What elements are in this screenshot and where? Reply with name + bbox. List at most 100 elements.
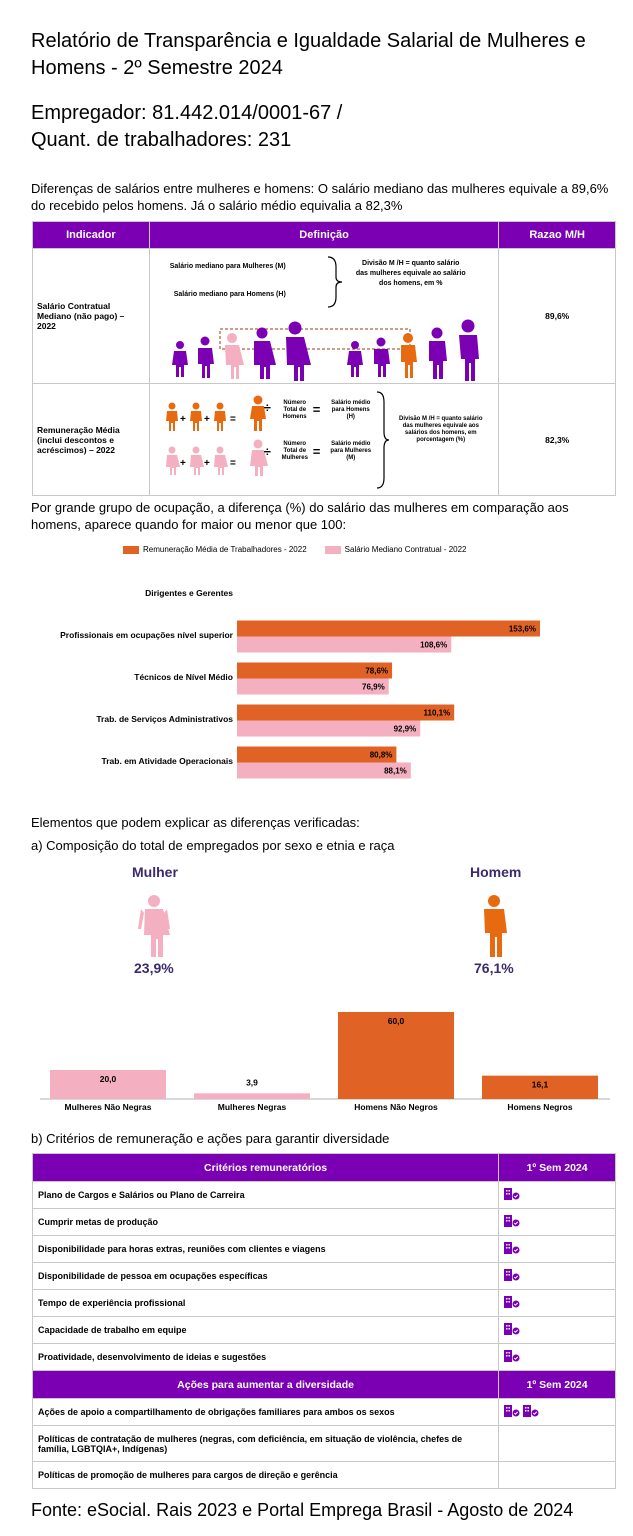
criteria-row: Tempo de experiência profissional [31, 1289, 616, 1317]
row-status [498, 1425, 616, 1462]
category-label: Mulheres Não Negras [65, 1102, 152, 1112]
woman-label: Mulher [132, 864, 178, 880]
building-check-icon [504, 1215, 520, 1227]
bar-median [237, 762, 411, 779]
occupation-intro: Por grande grupo de ocupação, a diferenç… [31, 500, 569, 532]
bar-value-label: 60,0 [388, 1016, 405, 1026]
bar-average [237, 746, 397, 763]
building-check-icon [504, 1269, 520, 1281]
criteria-row: Capacidade de trabalho em equipe [31, 1316, 616, 1344]
row-label: Cumprir metas de produção [31, 1208, 500, 1236]
occupation-bars: Dirigentes e Gerentes Profissionais em oc… [0, 540, 633, 800]
indicator-median: Salário Contratual Mediano (não pago) – … [32, 248, 150, 384]
category-label: Homens Negros [507, 1102, 572, 1112]
criteria-row: Plano de Cargos e Salários ou Plano de C… [31, 1181, 616, 1209]
row-status [498, 1316, 616, 1344]
indicator-table: Indicador Definição Razao M/H Salário Co… [32, 221, 616, 496]
indicator-average: Remuneração Média (inclui descontos e ac… [32, 383, 150, 496]
bar-value-label: 20,0 [100, 1074, 117, 1084]
bar-median [237, 678, 389, 695]
row-label: Ações de apoio a compartilhamento de obr… [31, 1398, 500, 1426]
criteria-title: b) Critérios de remuneração e ações para… [31, 1131, 390, 1146]
bar-average [237, 662, 393, 679]
bar-value-label: 76,9% [362, 683, 385, 692]
row-status [498, 1398, 616, 1426]
chart-legend: Remuneração Média de Trabalhadores - 202… [123, 545, 467, 554]
bar-value-label: 3,9 [246, 1077, 258, 1087]
row-label: Tempo de experiência profissional [31, 1289, 500, 1317]
brace-icon [327, 256, 342, 308]
num-women: Número Total de Mulheres [281, 441, 308, 461]
composition-title: a) Composição do total de empregados por… [31, 838, 395, 853]
category-label: Trab. em Atividade Operacionais [102, 756, 234, 766]
building-check-icon [504, 1405, 520, 1417]
building-check-icon [522, 1405, 539, 1417]
header-indicator: Indicador [32, 221, 150, 249]
action-row: Ações de apoio a compartilhamento de obr… [31, 1398, 616, 1426]
row-label: Disponibilidade de pessoa em ocupações e… [31, 1262, 500, 1290]
occupation-bar-svg: Dirigentes e Gerentes Profissionais em oc… [60, 588, 540, 779]
equals-icon: = [312, 402, 321, 417]
row-status [498, 1343, 616, 1371]
worker-count: Quant. de trabalhadores: 231 [31, 129, 292, 151]
legend-swatch-pink [324, 545, 341, 554]
category-label: Dirigentes e Gerentes [145, 588, 233, 598]
category-label: Profissionais em ocupações nível superio… [60, 630, 234, 640]
category-label: Homens Não Negros [354, 1102, 438, 1112]
woman-percentage: 23,9% [134, 960, 174, 976]
building-check-icon [504, 1323, 520, 1335]
building-check-icon [504, 1350, 520, 1362]
svg-text:+: + [204, 414, 210, 425]
category-label: Mulheres Negras [218, 1102, 287, 1112]
ethnicity-bar [482, 1075, 598, 1099]
avg-men: Salário médio para Homens (H) [331, 400, 371, 420]
source-note: Fonte: eSocial. Rais 2023 e Portal Empre… [31, 1500, 574, 1520]
bar-value-label: 108,6% [420, 641, 447, 650]
employer-id: Empregador: 81.442.014/0001-67 / [31, 102, 343, 124]
action-row: Políticas de promoção de mulheres para c… [31, 1461, 616, 1489]
row-label: Plano de Cargos e Salários ou Plano de C… [31, 1181, 500, 1209]
criteria-row: Disponibilidade para horas extras, reuni… [31, 1235, 616, 1263]
ratio-average: 82,3% [498, 383, 616, 496]
definition-median: Salário mediano para Mulheres (M) Salári… [148, 248, 500, 384]
avg-women: Salário médio para Mulheres (M) [330, 441, 372, 461]
category-label: Técnicos de Nível Médio [134, 672, 233, 682]
building-check-icon [504, 1242, 520, 1254]
intro-text: Diferenças de salários entre mulheres e … [31, 181, 609, 213]
def-women-median: Salário mediano para Mulheres (M) [169, 263, 286, 270]
action-row: Políticas de contratação de mulheres (ne… [31, 1425, 616, 1462]
header-semester-2: 1º Sem 2024 [498, 1370, 616, 1399]
row-status [498, 1262, 616, 1290]
bar-value-label: 153,6% [509, 625, 536, 634]
people-sum-illustration: + + = + + = [165, 395, 268, 476]
row-label: Proatividade, desenvolvimento de ideias … [31, 1343, 500, 1371]
svg-text:+: + [180, 414, 186, 425]
bar-value-label: 80,8% [370, 751, 393, 760]
divide-icon: ÷ [263, 400, 271, 415]
occupation-chart: Remuneração Média de Trabalhadores - 202… [0, 540, 633, 800]
row-status [498, 1289, 616, 1317]
row-label: Disponibilidade para horas extras, reuni… [31, 1235, 500, 1263]
elements-intro: Elementos que podem explicar as diferenç… [31, 815, 360, 830]
legend-swatch-orange [123, 545, 139, 554]
definition-average: + + = + + = ÷ Número Total de Homens = Salár… [148, 383, 500, 496]
svg-text:=: = [230, 458, 236, 469]
def-division-median: Divisão M /H = quanto salário das mulher… [355, 260, 466, 287]
row-label: Políticas de promoção de mulheres para c… [31, 1461, 500, 1489]
legend-label-1: Remuneração Média de Trabalhadores - 202… [143, 545, 307, 554]
report-title: Relatório de Transparência e Igualdade S… [31, 30, 586, 79]
header-actions: Ações para aumentar a diversidade [31, 1370, 500, 1399]
woman-icon [138, 895, 170, 957]
bar-value-label: 110,1% [423, 709, 450, 718]
ratio-median: 89,6% [498, 248, 616, 384]
bar-median [237, 720, 421, 737]
ethnicity-bar-svg: 20,0 Mulheres Não Negras 3,9 Mulheres Negra… [40, 1012, 610, 1112]
row-status [498, 1181, 616, 1209]
category-label: Trab. de Serviços Administrativos [96, 714, 233, 724]
bar-value-label: 92,9% [394, 725, 417, 734]
building-check-icon [504, 1296, 520, 1308]
bar-average [237, 704, 455, 721]
bar-value-label: 16,1 [532, 1080, 549, 1090]
man-percentage: 76,1% [474, 960, 514, 976]
legend-label-2: Salário Mediano Contratual - 2022 [344, 545, 467, 554]
